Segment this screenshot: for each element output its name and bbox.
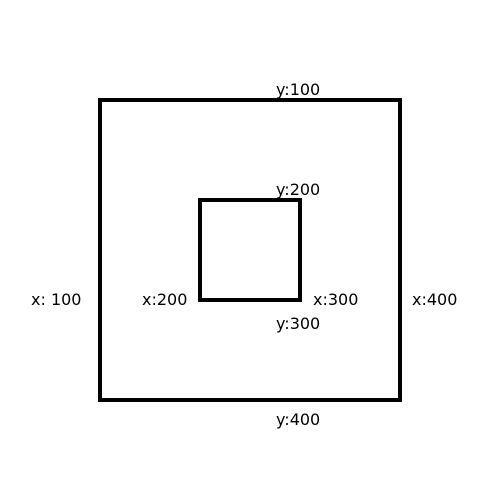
outer-left-label: x: 100 <box>31 290 82 309</box>
inner-bottom-label: y:300 <box>276 314 321 333</box>
inner-top-label: y:200 <box>276 180 321 199</box>
inner-left-label: x:200 <box>142 290 188 309</box>
inner-right-label: x:300 <box>313 290 359 309</box>
inner-square <box>198 198 302 302</box>
outer-square <box>98 98 402 402</box>
outer-right-label: x:400 <box>412 290 458 309</box>
outer-bottom-label: y:400 <box>276 410 321 429</box>
outer-top-label: y:100 <box>276 80 321 99</box>
